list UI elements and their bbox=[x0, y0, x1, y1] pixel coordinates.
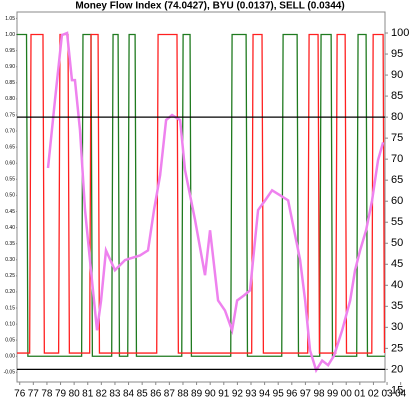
x-tick-label: 78 bbox=[41, 389, 53, 400]
y-tick-label: 0.75 bbox=[5, 112, 15, 118]
y-tick-label: 0.00 bbox=[5, 354, 15, 360]
y-tick-label: 0.35 bbox=[5, 241, 15, 247]
y2-tick-label: 20 bbox=[391, 363, 403, 375]
y2-tick-label: 90 bbox=[391, 69, 403, 81]
plot-frame bbox=[16, 11, 386, 383]
x-tick-label: 94 bbox=[259, 389, 271, 400]
x-tick-label: 02 bbox=[368, 389, 380, 400]
x-tick-label: 97 bbox=[300, 389, 312, 400]
y-tick-label: 0.80 bbox=[5, 96, 15, 102]
y2-tick-label: 95 bbox=[391, 48, 403, 60]
y2-tick-label: 100 bbox=[391, 27, 409, 39]
y-tick-label: 0.30 bbox=[5, 257, 15, 263]
series-line bbox=[46, 31, 385, 374]
x-tick-label: 80 bbox=[69, 389, 81, 400]
y-tick-label: 0.95 bbox=[5, 48, 15, 54]
y2-tick-label: 80 bbox=[391, 111, 403, 123]
chart-title: Money Flow Index (74.0427), BYU (0.0137)… bbox=[75, 1, 344, 12]
plot-area bbox=[17, 31, 385, 374]
y2-tick-label: 85 bbox=[391, 90, 403, 102]
x-tick-label: 83 bbox=[109, 389, 121, 400]
x-tick-label: 90 bbox=[205, 389, 217, 400]
x-tick-label: 99 bbox=[327, 389, 339, 400]
y-tick-label: 0.05 bbox=[5, 338, 15, 344]
y2-tick-label: 35 bbox=[391, 300, 403, 312]
x-tick-label: 96 bbox=[286, 389, 298, 400]
y-tick-label: 0.20 bbox=[5, 289, 15, 295]
y-tick-label: 0.85 bbox=[5, 80, 15, 86]
y-tick-label: 1.00 bbox=[5, 32, 15, 38]
x-tick-label: 03 bbox=[381, 389, 393, 400]
x-tick-label: 98 bbox=[313, 389, 325, 400]
x-tick-label: 04 bbox=[395, 389, 407, 400]
y-tick-label: 0.60 bbox=[5, 161, 15, 167]
y-tick-label: 0.50 bbox=[5, 193, 15, 199]
y2-tick-label: 15 bbox=[391, 384, 403, 396]
y-tick-label: 0.55 bbox=[5, 177, 15, 183]
x-tick-label: 00 bbox=[341, 389, 353, 400]
x-tick-label: 76 bbox=[14, 389, 26, 400]
x-tick-label: 92 bbox=[232, 389, 244, 400]
y-tick-label: 0.65 bbox=[5, 144, 15, 150]
y2-tick-label: 30 bbox=[391, 321, 403, 333]
x-tick-label: 86 bbox=[150, 389, 162, 400]
y2-tick-label: 55 bbox=[391, 216, 403, 228]
x-tick-label: 81 bbox=[82, 389, 94, 400]
x-tick-label: 79 bbox=[55, 389, 67, 400]
y2-tick-label: 65 bbox=[391, 174, 403, 186]
series-line bbox=[17, 33, 385, 354]
y2-tick-label: 45 bbox=[391, 258, 403, 270]
x-tick-label: 84 bbox=[123, 389, 135, 400]
x-tick-label: 85 bbox=[137, 389, 149, 400]
x-tick-label: 91 bbox=[218, 389, 230, 400]
y2-tick-label: 25 bbox=[391, 342, 403, 354]
y-tick-label: 0.25 bbox=[5, 273, 15, 279]
y-tick-label: 0.40 bbox=[5, 225, 15, 231]
y-tick-label: 0.90 bbox=[5, 64, 15, 70]
x-tick-label: 82 bbox=[96, 389, 108, 400]
x-tick-label: 01 bbox=[354, 389, 366, 400]
y-tick-label: 0.10 bbox=[5, 321, 15, 327]
x-tick-label: 88 bbox=[177, 389, 189, 400]
y2-tick-label: 75 bbox=[391, 132, 403, 144]
x-tick-label: 89 bbox=[191, 389, 203, 400]
x-tick-label: 87 bbox=[164, 389, 176, 400]
y-tick-label: 0.45 bbox=[5, 209, 15, 215]
y2-tick-label: 70 bbox=[391, 153, 403, 165]
y2-tick-label: 50 bbox=[391, 237, 403, 249]
x-tick-label: 77 bbox=[28, 389, 40, 400]
y-tick-label: 0.70 bbox=[5, 128, 15, 134]
x-tick-label: 95 bbox=[273, 389, 285, 400]
y2-tick-label: 60 bbox=[391, 195, 403, 207]
y-tick-label: 1.05 bbox=[5, 16, 15, 22]
y2-tick-label: 40 bbox=[391, 279, 403, 291]
x-tick-label: 93 bbox=[245, 389, 257, 400]
y-tick-label: -0.05 bbox=[4, 370, 16, 376]
y-tick-label: 0.15 bbox=[5, 305, 15, 311]
